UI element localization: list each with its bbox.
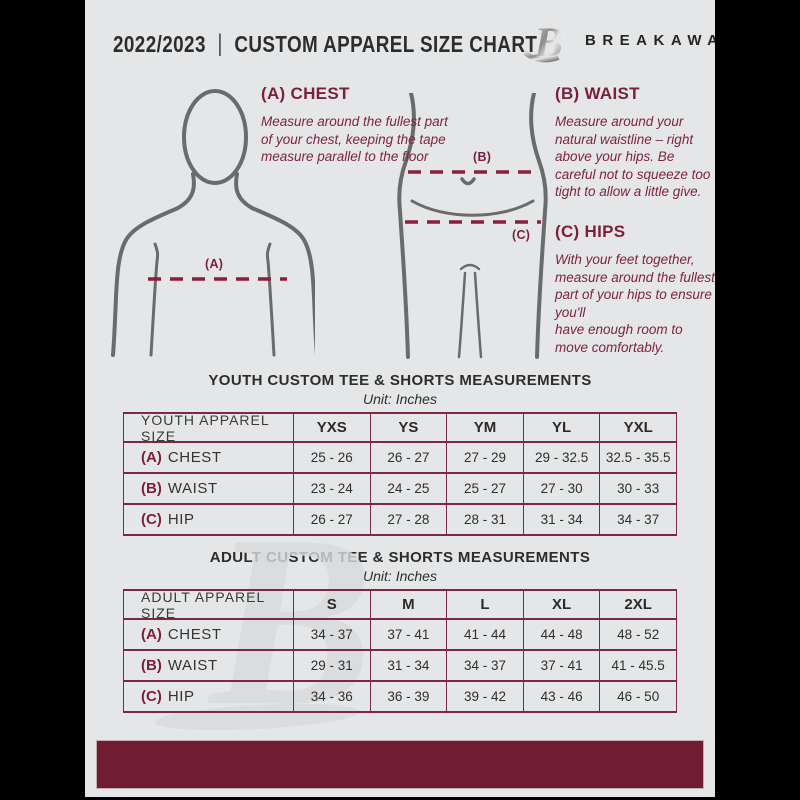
size-column-header: ADULT APPAREL SIZE <box>124 589 294 621</box>
size-header: S <box>294 591 371 620</box>
waist-instruction-block: (B) WAIST Measure around your natural wa… <box>555 84 715 201</box>
measurement-letter-prefix: (C) <box>141 688 162 705</box>
size-header: M <box>370 591 448 620</box>
measurement-value: 26 - 27 <box>294 505 371 536</box>
measurement-value: 39 - 42 <box>447 682 524 713</box>
youth-table-title: YOUTH CUSTOM TEE & SHORTS MEASUREMENTS <box>208 372 592 389</box>
header-year: 2022/2023 <box>113 30 206 57</box>
measurement-row-label: (B) WAIST <box>124 651 294 682</box>
measurement-value: 29 - 31 <box>294 651 371 682</box>
measurement-value: 41 - 45.5 <box>600 651 677 682</box>
measurement-value: 31 - 34 <box>523 505 601 536</box>
watermark: B <box>154 485 455 765</box>
measurement-value: 24 - 25 <box>370 474 448 505</box>
measurement-letter-prefix: (A) <box>141 626 162 643</box>
measurement-value: 25 - 26 <box>294 443 371 474</box>
measurement-row-label: (C) HIP <box>124 682 294 713</box>
size-column-header: YOUTH APPAREL SIZE <box>124 412 294 444</box>
measurement-row-label: (A) CHEST <box>124 620 294 651</box>
measurement-value: 34 - 37 <box>294 620 371 651</box>
measurement-value: 32.5 - 35.5 <box>600 443 677 474</box>
hips-instruction-block: (C) HIPS With your feet together, measur… <box>555 222 715 356</box>
youth-table-unit: Unit: Inches <box>363 391 437 407</box>
logo-swoosh <box>523 50 560 63</box>
hips-instruction-body: With your feet together, measure around … <box>555 252 715 355</box>
chest-instruction-heading: (A) CHEST <box>261 84 350 103</box>
measurement-value: 29 - 32.5 <box>523 443 601 474</box>
page-header: 2022/2023 | CUSTOM APPAREL SIZE CHART B … <box>113 20 715 67</box>
measurement-value: 31 - 34 <box>370 651 448 682</box>
size-header: XL <box>523 591 601 620</box>
adult-table-unit: Unit: Inches <box>363 568 437 584</box>
youth-size-table: YOUTH APPAREL SIZE YXS YS YM YL YXL (A) CHEST 25… <box>123 412 677 536</box>
hip-line-label: (C) <box>512 228 531 242</box>
waist-line-label: (B) <box>473 150 492 164</box>
measurement-value: 46 - 50 <box>600 682 677 713</box>
adult-size-table: ADULT APPAREL SIZE S M L XL 2XL (A) CHEST 34 - 3… <box>123 589 677 713</box>
measurement-value: 28 - 31 <box>447 505 524 536</box>
measurement-value: 44 - 48 <box>523 620 601 651</box>
measurement-value: 34 - 37 <box>600 505 677 536</box>
measurement-value: 37 - 41 <box>523 651 601 682</box>
measurement-letter-prefix: (B) <box>141 657 162 674</box>
measurement-row-label: (A) CHEST <box>124 443 294 474</box>
upper-body-figure <box>111 89 315 357</box>
chest-instruction-body: Measure around the fullest part of your … <box>261 114 448 164</box>
waist-instruction-heading: (B) WAIST <box>555 84 640 103</box>
measurement-value: 30 - 33 <box>600 474 677 505</box>
size-header: YXL <box>600 414 677 443</box>
adult-table-title: ADULT CUSTOM TEE & SHORTS MEASUREMENTS <box>209 549 591 566</box>
measurement-value: 37 - 41 <box>370 620 448 651</box>
size-header: YM <box>447 414 524 443</box>
header-title: 2022/2023 | CUSTOM APPAREL SIZE CHART <box>113 30 537 58</box>
measurement-value: 36 - 39 <box>370 682 448 713</box>
lower-body-figure <box>397 93 548 359</box>
header-divider: | <box>217 30 223 57</box>
chest-line-label: (A) <box>205 257 224 271</box>
measurement-value: 34 - 37 <box>447 651 524 682</box>
measurement-letter-prefix: (B) <box>141 480 162 497</box>
size-header: 2XL <box>600 591 677 620</box>
header-title-text: CUSTOM APPAREL SIZE CHART <box>234 30 538 57</box>
brand-wordmark: BREAKAWAY <box>585 32 715 49</box>
measurement-row-label: (C) HIP <box>124 505 294 536</box>
measurement-value: 27 - 29 <box>447 443 524 474</box>
measurement-row-label: (B) WAIST <box>124 474 294 505</box>
size-header: YL <box>523 414 601 443</box>
measurement-value: 34 - 36 <box>294 682 371 713</box>
size-header: YXS <box>294 414 371 443</box>
hips-instruction-heading: (C) HIPS <box>555 222 626 241</box>
measurement-value: 41 - 44 <box>447 620 524 651</box>
measurement-value: 23 - 24 <box>294 474 371 505</box>
measurement-letter-prefix: (C) <box>141 511 162 528</box>
measurement-value: 27 - 30 <box>523 474 601 505</box>
size-chart-page: 2022/2023 | CUSTOM APPAREL SIZE CHART B … <box>85 0 715 797</box>
measurement-value: 27 - 28 <box>370 505 448 536</box>
waist-instruction-body: Measure around your natural waistline – … <box>555 114 711 199</box>
measurement-value: 25 - 27 <box>447 474 524 505</box>
measurement-letter-prefix: (A) <box>141 449 162 466</box>
measurement-value: 48 - 52 <box>600 620 677 651</box>
footer-accent-bar <box>96 740 704 789</box>
size-header: YS <box>370 414 448 443</box>
measurement-value: 43 - 46 <box>523 682 601 713</box>
breakaway-logo-icon: B <box>523 20 563 67</box>
chest-instruction-block: (A) CHEST Measure around the fullest par… <box>261 84 453 166</box>
size-header: L <box>447 591 524 620</box>
measurement-value: 26 - 27 <box>370 443 448 474</box>
